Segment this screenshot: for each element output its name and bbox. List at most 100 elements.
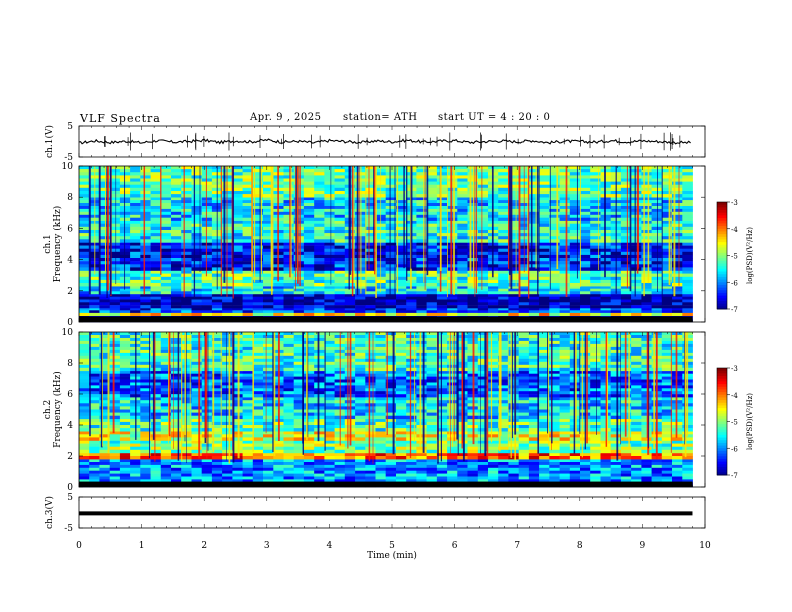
spectrogram-cell [344, 467, 356, 471]
spectrogram-cell [590, 440, 601, 444]
spectrogram-cell [130, 479, 141, 483]
spectrogram-cell [303, 456, 315, 460]
spectrogram-cell [508, 409, 519, 413]
spectrogram-cell [467, 181, 479, 185]
spectrogram-cell [324, 403, 335, 407]
spectrogram-cell [303, 261, 315, 265]
spectrogram-cell [447, 194, 458, 198]
spectrogram-cell [150, 283, 162, 287]
spectrogram-cell [569, 251, 581, 256]
spectrogram-cell [436, 200, 448, 204]
spectrogram-cell [436, 452, 448, 457]
spectrogram-cell [528, 214, 540, 218]
spectrogram-cell [252, 267, 264, 271]
spectrogram-cell [273, 291, 284, 295]
spectrogram-cell [119, 208, 131, 213]
spectrogram-cell [314, 302, 325, 306]
spectrogram-cell [498, 459, 509, 463]
spectrogram-cell [99, 220, 110, 224]
spectrogram-cell [518, 299, 530, 303]
spectrogram-cell [518, 476, 530, 480]
spectrogram-cell [171, 267, 182, 271]
spectrogram-cell [528, 293, 540, 297]
spectrogram-cell [252, 425, 264, 429]
spectrogram-cell [344, 312, 356, 316]
spectrogram-cell [641, 456, 652, 460]
spectrogram-cell [109, 479, 121, 483]
spectrogram-cell [283, 409, 295, 413]
spectrogram-cell [324, 400, 335, 404]
spectrogram-cell [396, 273, 407, 277]
spectrogram-cell [242, 288, 254, 292]
spectrogram-cell [682, 169, 693, 173]
spectrogram-cell [477, 208, 489, 213]
spectrogram-cell [610, 431, 622, 435]
spectrogram-cell [119, 406, 131, 410]
spectrogram-cell [150, 418, 162, 423]
spectrogram-cell [150, 194, 162, 198]
spectrogram-cell [620, 194, 632, 198]
spectrogram-cell [160, 245, 172, 249]
spectrogram-cell [222, 308, 233, 311]
spectrogram-cell [569, 208, 581, 213]
spectrogram-cell [181, 258, 192, 262]
spectrogram-cell [641, 251, 652, 256]
spectrogram-cell [528, 473, 540, 477]
spectrogram-cell [181, 270, 192, 274]
spectrogram-cell [89, 302, 100, 306]
spectrogram-cell [314, 251, 325, 256]
spectrogram-cell [140, 473, 151, 477]
spectrogram-cell [508, 459, 519, 463]
spectrogram-cell [303, 440, 315, 444]
spectrogram-cell [549, 428, 560, 432]
spectrogram-cell [109, 184, 121, 189]
spectrogram-cell [426, 421, 438, 426]
spectrogram-cell [99, 440, 110, 444]
spectrogram-cell [365, 279, 376, 284]
spectrogram-cell [672, 283, 683, 287]
spectrogram-cell [181, 203, 192, 207]
spectrogram-cell [375, 412, 387, 416]
spectrogram-cell [610, 305, 622, 309]
spectrogram-cell [334, 239, 346, 243]
spectrogram-cell [365, 421, 376, 426]
spectrogram-cell [334, 178, 346, 182]
spectrogram-cell [549, 184, 560, 189]
spectrogram-cell [580, 288, 591, 292]
spectrogram-cell [99, 449, 110, 454]
spectrogram-cell [130, 251, 141, 256]
spectrogram-cell [293, 302, 305, 306]
spectrogram-cell [211, 305, 223, 309]
spectrogram-cell [303, 412, 315, 416]
spectrogram-cell [160, 276, 172, 281]
spectrogram-cell [314, 409, 325, 413]
spectrogram-cell [232, 248, 243, 253]
spectrogram-cell [119, 236, 131, 240]
spectrogram-cell [641, 230, 652, 234]
spectrogram-cell [130, 456, 141, 460]
spectrogram-cell [508, 296, 519, 300]
spectrogram-cell [99, 312, 110, 316]
spectrogram-cell [416, 261, 427, 265]
spectrogram-cell [477, 267, 489, 271]
spectrogram-cell [365, 449, 376, 454]
spectrogram-cell [518, 406, 530, 410]
spectrogram-cell [661, 203, 673, 207]
spectrogram-cell [79, 172, 90, 176]
spectrogram-cell [539, 473, 550, 477]
spectrogram-cell [539, 415, 550, 420]
spectrogram-cell [580, 220, 591, 224]
spectrogram-cell [620, 273, 632, 277]
spectrogram-cell [365, 233, 376, 237]
spectrogram-cell [191, 197, 203, 201]
spectrogram-cell [436, 267, 448, 271]
spectrogram-cell [150, 214, 162, 218]
spectrogram-cell [344, 273, 356, 277]
spectrogram-cell [467, 470, 479, 474]
spectrogram-cell [191, 293, 203, 297]
spectrogram-cell [314, 459, 325, 463]
spectrogram-cell [610, 418, 622, 423]
spectrogram-cell [242, 409, 254, 413]
spectrogram-cell [293, 197, 305, 201]
spectrogram-cell [99, 214, 110, 218]
